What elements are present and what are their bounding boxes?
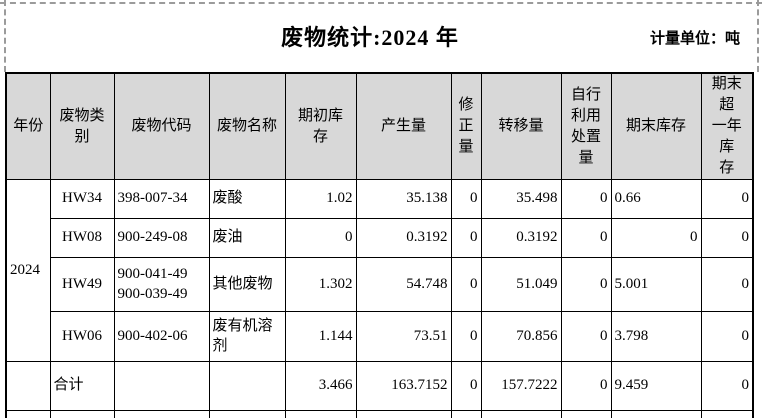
cell-code-empty[interactable] xyxy=(113,361,210,411)
cell-code[interactable]: 900-402-06 xyxy=(113,311,210,362)
header-name[interactable]: 废物名称 xyxy=(208,72,286,180)
cell-empty[interactable] xyxy=(480,410,562,418)
cell-transferred[interactable]: 0.3192 xyxy=(480,218,562,258)
cell-over-one-year[interactable]: 0 xyxy=(700,311,754,362)
cell-name[interactable]: 废有机溶剂 xyxy=(208,311,286,362)
cell-self-disposed[interactable]: 0 xyxy=(560,218,612,258)
cell-transferred[interactable]: 35.498 xyxy=(480,179,562,219)
cell-transferred[interactable]: 51.049 xyxy=(480,257,562,312)
cell-category[interactable]: HW08 xyxy=(49,218,115,258)
cell-generated[interactable]: 35.138 xyxy=(355,179,452,219)
cell-self-disposed[interactable]: 0 xyxy=(560,179,612,219)
header-transferred[interactable]: 转移量 xyxy=(480,72,562,180)
unit-label: 计量单位：吨 xyxy=(649,31,740,47)
cell-opening[interactable]: 1.02 xyxy=(284,179,357,219)
waste-statistics-table: 年份 废物类 别 废物代码 废物名称 期初库 存 产生量 修 正 量 转移量 自… xyxy=(5,72,754,418)
cell-closing[interactable]: 0 xyxy=(610,218,702,258)
cell-code[interactable]: 398-007-34 xyxy=(113,179,210,219)
cell-closing[interactable]: 0.66 xyxy=(610,179,702,219)
cell-transferred[interactable]: 157.7222 xyxy=(480,361,562,411)
cell-category[interactable]: HW06 xyxy=(49,311,115,362)
cell-empty[interactable] xyxy=(5,410,51,418)
cell-opening[interactable]: 1.302 xyxy=(284,257,357,312)
cell-empty[interactable] xyxy=(610,410,702,418)
header-year[interactable]: 年份 xyxy=(5,72,51,180)
cell-empty[interactable] xyxy=(560,410,612,418)
cell-category[interactable]: HW34 xyxy=(49,179,115,219)
cell-generated[interactable]: 163.7152 xyxy=(355,361,452,411)
header-category[interactable]: 废物类 别 xyxy=(49,72,115,180)
header-code[interactable]: 废物代码 xyxy=(113,72,210,180)
row-empty-partial xyxy=(5,410,754,418)
cell-total-label[interactable]: 合计 xyxy=(49,361,115,411)
cell-generated[interactable]: 0.3192 xyxy=(355,218,452,258)
row-hw49: HW49 900-041-49 900-039-49 其他废物 1.302 54… xyxy=(6,257,754,312)
cell-name[interactable]: 废酸 xyxy=(208,179,286,219)
cell-self-disposed[interactable]: 0 xyxy=(560,311,612,362)
header-row: 年份 废物类 别 废物代码 废物名称 期初库 存 产生量 修 正 量 转移量 自… xyxy=(5,72,754,180)
cell-opening[interactable]: 1.144 xyxy=(284,311,357,362)
page-break-line-left xyxy=(4,0,6,72)
cell-opening[interactable]: 0 xyxy=(284,218,357,258)
cell-over-one-year[interactable]: 0 xyxy=(700,179,754,219)
row-hw34: 2024 HW34 398-007-34 废酸 1.02 35.138 0 35… xyxy=(5,179,754,362)
cell-self-disposed[interactable]: 0 xyxy=(560,257,612,312)
cell-correction[interactable]: 0 xyxy=(450,179,482,219)
cell-year-empty[interactable] xyxy=(5,361,51,411)
cell-over-one-year[interactable]: 0 xyxy=(700,218,754,258)
header-generated[interactable]: 产生量 xyxy=(355,72,452,180)
cell-correction[interactable]: 0 xyxy=(450,257,482,312)
cell-correction[interactable]: 0 xyxy=(450,311,482,362)
row-hw08: HW08 900-249-08 废油 0 0.3192 0 0.3192 0 0… xyxy=(6,218,754,258)
cell-self-disposed[interactable]: 0 xyxy=(560,361,612,411)
cell-year[interactable]: 2024 xyxy=(5,179,51,362)
header-correction[interactable]: 修 正 量 xyxy=(450,72,482,180)
cell-category[interactable]: HW49 xyxy=(49,257,115,312)
page-break-line-right xyxy=(757,0,759,72)
page-break-line-top xyxy=(0,2,762,4)
cell-over-one-year[interactable]: 0 xyxy=(700,257,754,312)
cell-name[interactable]: 废油 xyxy=(208,218,286,258)
page-title: 废物统计:2024 年 xyxy=(281,25,459,50)
cell-empty[interactable] xyxy=(450,410,482,418)
cell-closing[interactable]: 3.798 xyxy=(610,311,702,362)
cell-empty[interactable] xyxy=(700,410,754,418)
row-total: 合计 3.466 163.7152 0 157.7222 0 9.459 0 xyxy=(5,361,754,411)
cell-empty[interactable] xyxy=(284,410,357,418)
header-ending-stock[interactable]: 期末库存 xyxy=(610,72,702,180)
cell-empty[interactable] xyxy=(355,410,452,418)
cell-code[interactable]: 900-041-49 900-039-49 xyxy=(113,257,210,312)
cell-closing[interactable]: 5.001 xyxy=(610,257,702,312)
cell-transferred[interactable]: 70.856 xyxy=(480,311,562,362)
cell-empty[interactable] xyxy=(49,410,115,418)
cell-code[interactable]: 900-249-08 xyxy=(113,218,210,258)
cell-generated[interactable]: 54.748 xyxy=(355,257,452,312)
cell-empty[interactable] xyxy=(208,410,286,418)
cell-closing[interactable]: 9.459 xyxy=(610,361,702,411)
cell-opening[interactable]: 3.466 xyxy=(284,361,357,411)
cell-correction[interactable]: 0 xyxy=(450,361,482,411)
row-hw06: HW06 900-402-06 废有机溶剂 1.144 73.51 0 70.8… xyxy=(6,311,754,362)
header-over-one-year-stock[interactable]: 期末超 一年库 存 xyxy=(700,72,754,180)
cell-empty[interactable] xyxy=(113,410,210,418)
cell-correction[interactable]: 0 xyxy=(450,218,482,258)
cell-name-empty[interactable] xyxy=(208,361,286,411)
cell-generated[interactable]: 73.51 xyxy=(355,311,452,362)
cell-over-one-year[interactable]: 0 xyxy=(700,361,754,411)
header-self-disposal[interactable]: 自行 利用 处置 量 xyxy=(560,72,612,180)
header-opening-stock[interactable]: 期初库 存 xyxy=(284,72,357,180)
cell-name[interactable]: 其他废物 xyxy=(208,257,286,312)
